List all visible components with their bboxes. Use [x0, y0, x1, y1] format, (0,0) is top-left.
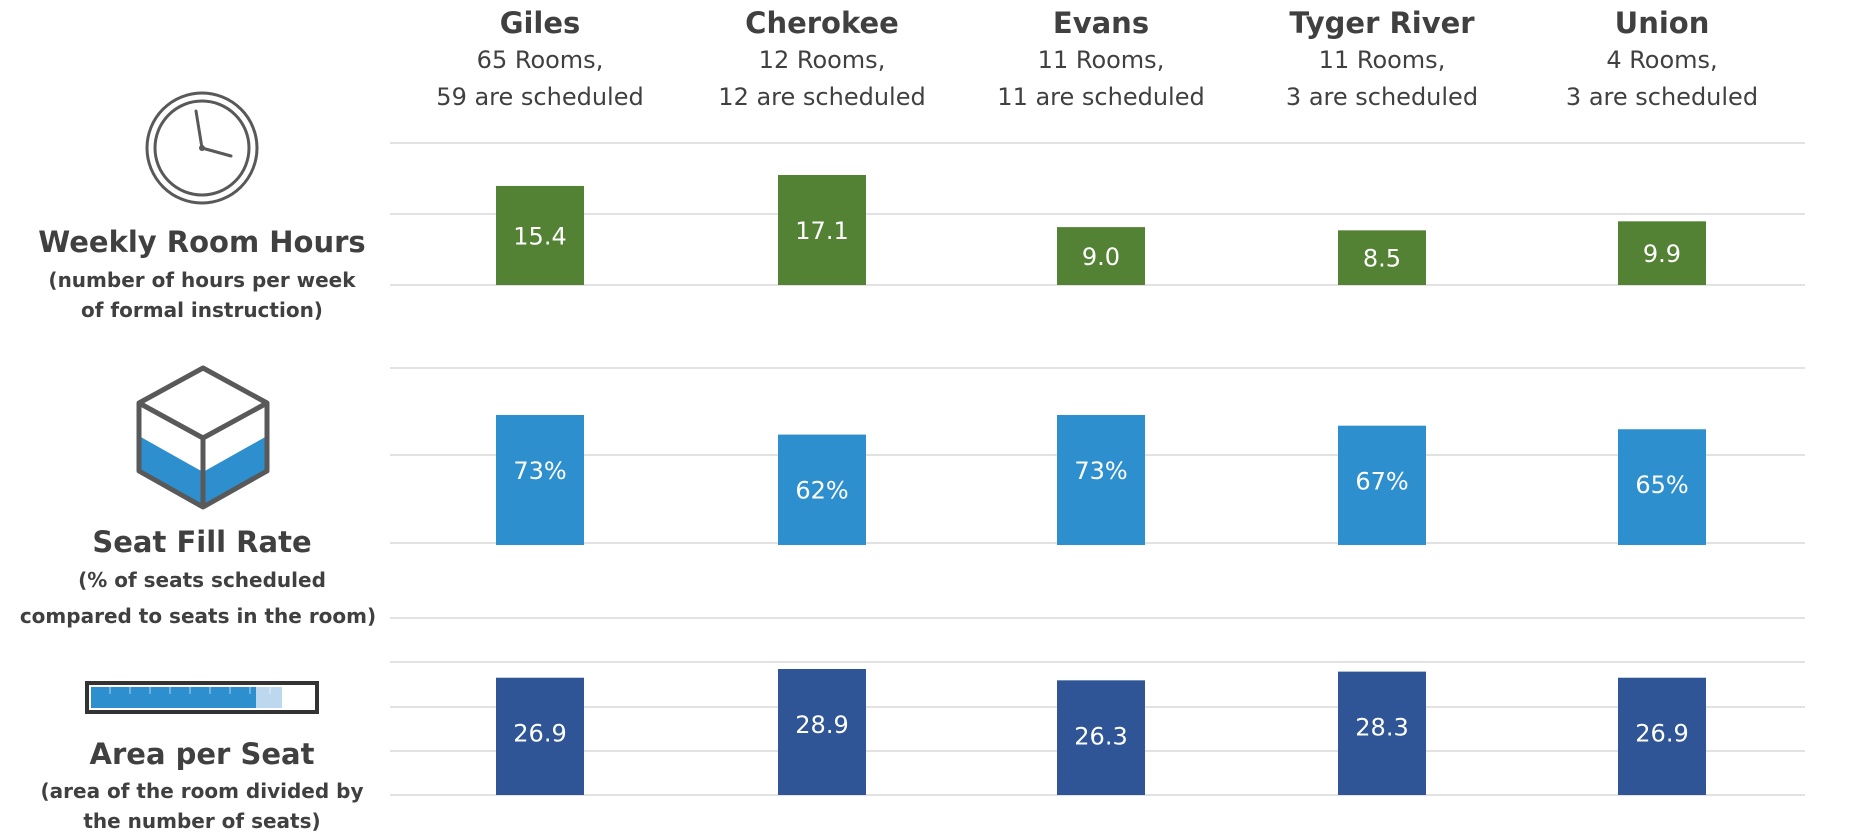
seat-fill-rate-bar-evans [1057, 415, 1145, 545]
area-per-seat-label-evans: 26.3 [1074, 722, 1127, 750]
clock-icon [145, 91, 259, 205]
column-name-giles: Giles [500, 6, 581, 40]
seat-fill-rate-label-union: 65% [1635, 471, 1688, 499]
weekly-room-hours-label-union: 9.9 [1643, 240, 1681, 268]
seat-fill-rate-label-evans: 73% [1074, 457, 1127, 485]
weekly-room-hours-bar-giles [496, 185, 584, 285]
seat-fill-rate-label-tyger-river: 67% [1355, 468, 1408, 496]
area-bar-icon [85, 681, 319, 714]
column-scheduled-union: 3 are scheduled [1566, 83, 1758, 111]
area-per-seat-label-cherokee: 28.9 [795, 711, 848, 739]
metric-labels: Weekly Room Hours (number of hours per w… [20, 225, 376, 833]
weekly-room-hours-label-cherokee: 17.1 [795, 217, 848, 245]
column-rooms-tyger-river: 11 Rooms, [1319, 46, 1446, 74]
area-per-seat-subtitle-line2: the number of seats) [83, 809, 320, 833]
seat-fill-rate-subtitle-line1: (% of seats scheduled [78, 568, 326, 592]
filled-cube-icon [136, 365, 270, 510]
weekly-room-hours-bar-tyger-river [1338, 230, 1426, 285]
weekly-room-hours-subtitle-line1: (number of hours per week [48, 268, 356, 292]
weekly-room-hours-label-evans: 9.0 [1082, 243, 1120, 271]
column-scheduled-giles: 59 are scheduled [436, 83, 643, 111]
seat-fill-rate-title: Seat Fill Rate [92, 525, 311, 559]
weekly-room-hours-label-giles: 15.4 [513, 222, 566, 250]
column-scheduled-cherokee: 12 are scheduled [718, 83, 925, 111]
area-per-seat-label-giles: 26.9 [513, 720, 566, 748]
weekly-room-hours-bar-union [1618, 221, 1706, 285]
seat-fill-rate-bar-union [1618, 429, 1706, 545]
column-name-cherokee: Cherokee [745, 6, 899, 40]
area-per-seat-label-union: 26.9 [1635, 720, 1688, 748]
column-rooms-union: 4 Rooms, [1606, 46, 1717, 74]
area-per-seat-bars: 26.9 28.9 26.3 28.3 26.9 [496, 669, 1706, 795]
seat-fill-rate-bar-tyger-river [1338, 425, 1426, 545]
seat-fill-rate-label-cherokee: 62% [795, 477, 848, 505]
weekly-room-hours-label-tyger-river: 8.5 [1363, 245, 1401, 273]
weekly-room-hours-subtitle-line2: of formal instruction) [81, 298, 323, 322]
seat-fill-rate-label-giles: 73% [513, 457, 566, 485]
weekly-room-hours-title: Weekly Room Hours [38, 225, 365, 259]
column-rooms-giles: 65 Rooms, [477, 46, 604, 74]
weekly-room-hours-bars: 15.4 17.1 9.0 8.5 9.9 [496, 175, 1706, 285]
seat-fill-rate-bars: 73% 62% 73% 67% 65% [496, 415, 1706, 545]
area-per-seat-label-tyger-river: 28.3 [1355, 714, 1408, 742]
column-scheduled-evans: 11 are scheduled [997, 83, 1204, 111]
column-name-tyger-river: Tyger River [1289, 6, 1475, 40]
area-per-seat-bar-evans [1057, 680, 1145, 795]
area-per-seat-title: Area per Seat [90, 737, 315, 771]
weekly-room-hours-bar-evans [1057, 227, 1145, 285]
column-headers: Giles 65 Rooms, 59 are scheduled Cheroke… [436, 6, 1758, 111]
column-scheduled-tyger-river: 3 are scheduled [1286, 83, 1478, 111]
column-name-union: Union [1615, 6, 1710, 40]
seat-fill-rate-bar-giles [496, 415, 584, 545]
column-rooms-cherokee: 12 Rooms, [759, 46, 886, 74]
weekly-room-hours-bar-cherokee [778, 175, 866, 285]
column-rooms-evans: 11 Rooms, [1038, 46, 1165, 74]
area-per-seat-bar-union [1618, 677, 1706, 795]
area-per-seat-bar-giles [496, 677, 584, 795]
area-per-seat-subtitle-line1: (area of the room divided by [41, 779, 364, 803]
area-per-seat-bar-tyger-river [1338, 671, 1426, 795]
area-per-seat-bar-cherokee [778, 669, 866, 795]
column-name-evans: Evans [1053, 6, 1149, 40]
seat-fill-rate-bar-cherokee [778, 434, 866, 545]
seat-fill-rate-subtitle-line2: compared to seats in the room) [20, 604, 376, 628]
